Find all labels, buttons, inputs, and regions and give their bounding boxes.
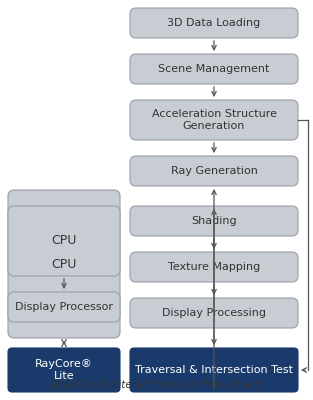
Text: Display Processor: Display Processor: [15, 302, 113, 312]
FancyBboxPatch shape: [8, 190, 120, 338]
Text: Scene Management: Scene Management: [158, 64, 270, 74]
Text: Display Processing: Display Processing: [162, 308, 266, 318]
Text: Traversal & Intersection Test: Traversal & Intersection Test: [135, 365, 293, 375]
Text: [RayCore® Lite Architecture Flow Chart]: [RayCore® Lite Architecture Flow Chart]: [51, 380, 262, 390]
FancyBboxPatch shape: [130, 298, 298, 328]
FancyBboxPatch shape: [130, 252, 298, 282]
FancyBboxPatch shape: [130, 8, 298, 38]
Text: Shading: Shading: [191, 216, 237, 226]
FancyBboxPatch shape: [130, 206, 298, 236]
FancyBboxPatch shape: [8, 348, 120, 392]
FancyBboxPatch shape: [8, 292, 120, 322]
FancyBboxPatch shape: [8, 206, 120, 276]
Text: Texture Mapping: Texture Mapping: [168, 262, 260, 272]
FancyBboxPatch shape: [130, 100, 298, 140]
Text: CPU: CPU: [51, 234, 77, 248]
FancyBboxPatch shape: [130, 156, 298, 186]
Text: 3D Data Loading: 3D Data Loading: [167, 18, 261, 28]
Text: RayCore®
Lite: RayCore® Lite: [35, 359, 93, 381]
Text: Acceleration Structure
Generation: Acceleration Structure Generation: [151, 109, 276, 131]
Text: CPU: CPU: [51, 258, 77, 270]
Text: Ray Generation: Ray Generation: [171, 166, 257, 176]
FancyBboxPatch shape: [130, 348, 298, 392]
FancyBboxPatch shape: [130, 54, 298, 84]
